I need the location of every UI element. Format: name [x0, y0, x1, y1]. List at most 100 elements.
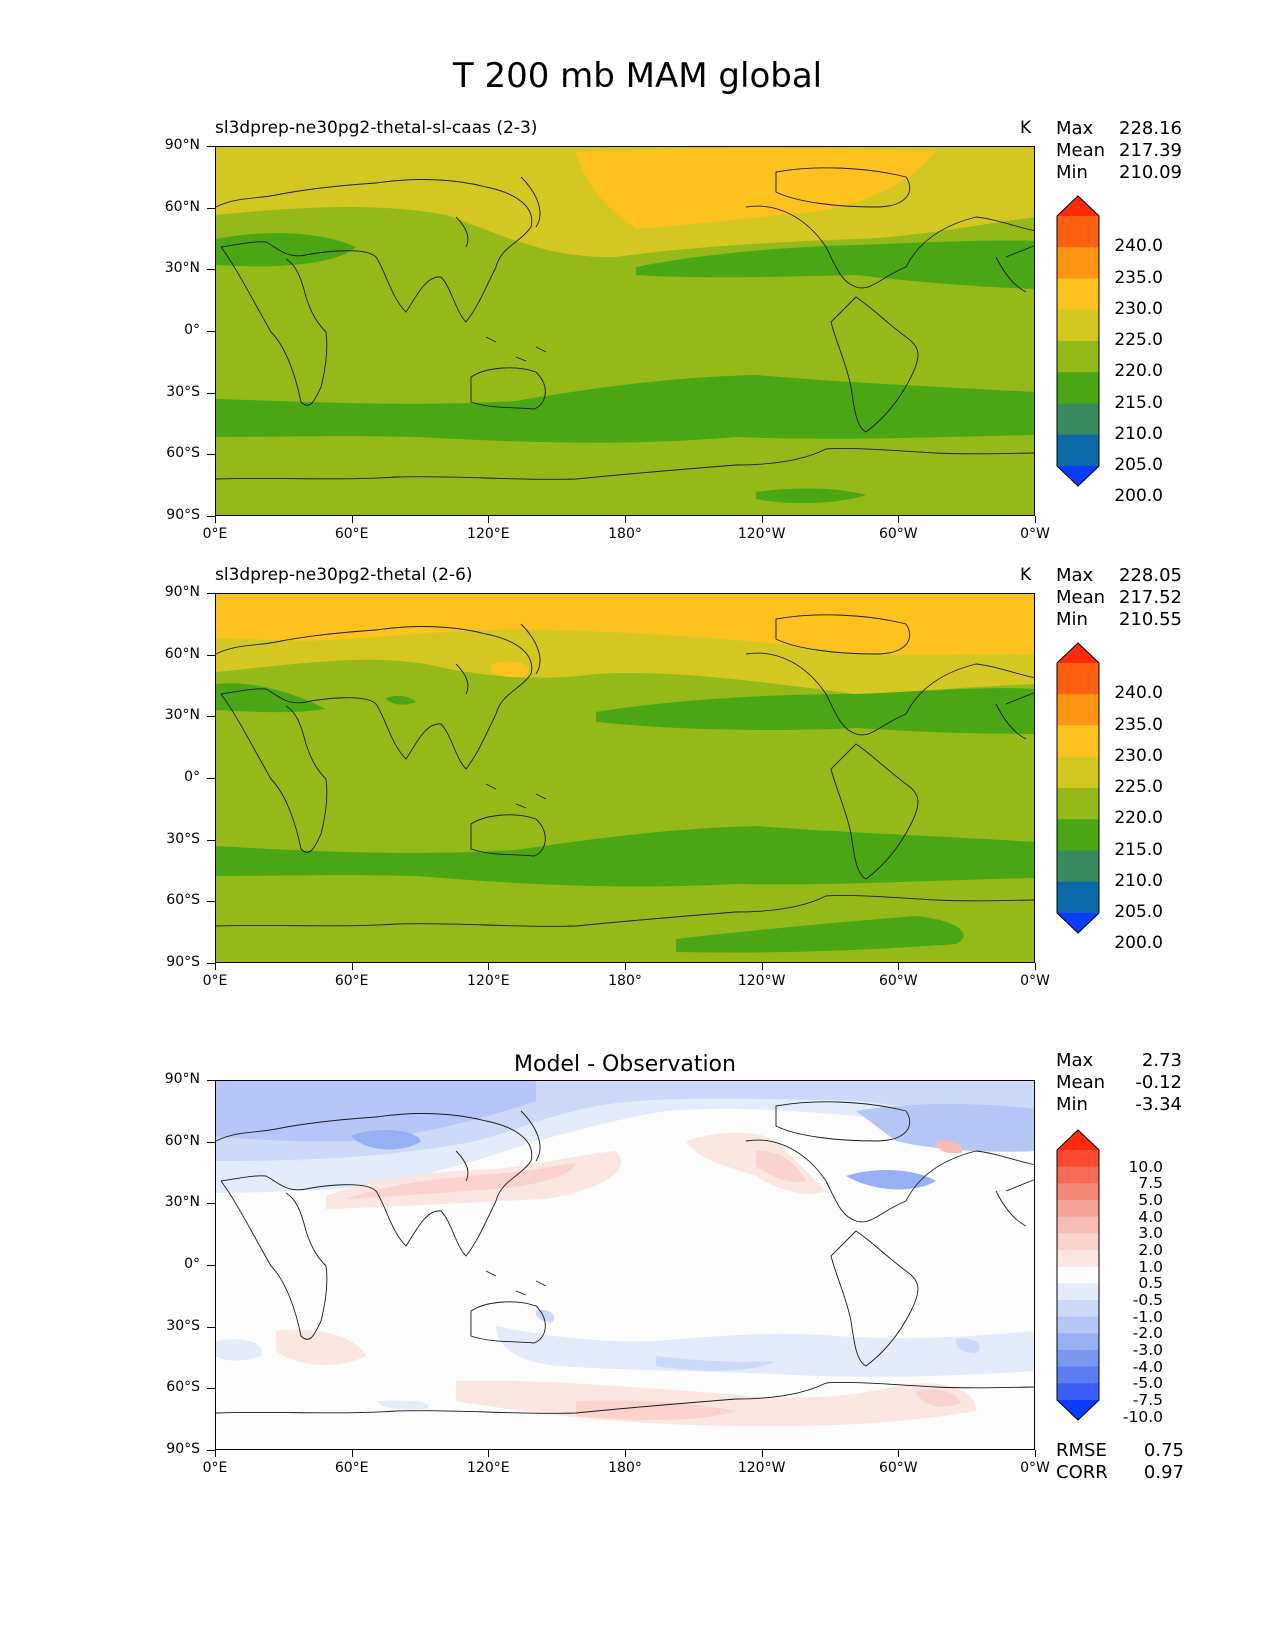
colorbar-label: -4.0: [1132, 1357, 1163, 1376]
x-tick-mark: [351, 963, 353, 970]
min-value: 210.55: [1119, 609, 1182, 630]
mean-value: -0.12: [1135, 1072, 1182, 1093]
y-tick-label: 90°S: [166, 507, 200, 523]
y-tick-mark: [207, 1141, 215, 1143]
mean-value: 217.39: [1119, 140, 1182, 161]
colorbar-segment: [1057, 725, 1099, 758]
x-tick-mark: [215, 963, 216, 970]
y-tick-label: 30°N: [164, 707, 200, 724]
x-tick-mark: [215, 516, 216, 523]
y-tick-mark: [207, 778, 215, 779]
colorbar-segment: [1057, 819, 1099, 851]
y-tick-label: 30°S: [166, 383, 200, 400]
panel-title: sl3dprep-ne30pg2-thetal-sl-caas (2-3): [215, 118, 538, 138]
colorbar-label: -10.0: [1122, 1407, 1163, 1426]
y-tick-label: 90°N: [164, 584, 200, 600]
colorbar-segment: [1057, 1300, 1099, 1318]
y-tick-mark: [207, 1388, 215, 1390]
y-tick-label: 0°: [184, 322, 200, 338]
x-tick-label: 60°W: [878, 526, 918, 542]
y-tick-mark: [207, 146, 215, 147]
units-label: K: [1020, 118, 1032, 138]
x-tick-mark: [625, 516, 626, 523]
colorbar-label: 5.0: [1138, 1191, 1163, 1209]
mean-label: Mean: [1056, 140, 1106, 161]
colorbar-segment: [1057, 434, 1099, 467]
y-tick-mark: [207, 963, 215, 964]
x-tick-label: 180°: [608, 973, 642, 989]
x-tick-label: 0°E: [202, 973, 228, 989]
x-tick-mark: [898, 1450, 900, 1457]
max-value: 228.05: [1119, 565, 1182, 586]
x-tick-mark: [625, 1450, 626, 1457]
colorbar-segment: [1057, 1216, 1099, 1234]
units-label: K: [1020, 565, 1032, 585]
colorbar-extend-max: [1057, 196, 1099, 216]
colorbar-segment: [1057, 341, 1099, 373]
x-tick-label: 0°W: [1020, 973, 1050, 989]
rmse-value: 0.75: [1143, 1440, 1184, 1461]
colorbar-segment: [1057, 403, 1099, 436]
colorbar-segment: [1057, 850, 1099, 883]
y-tick-mark: [207, 839, 215, 841]
panel-title: sl3dprep-ne30pg2-thetal (2-6): [215, 565, 473, 585]
rmse-label: RMSE: [1056, 1440, 1107, 1461]
max-label: Max: [1056, 118, 1094, 139]
map-plot: [215, 1080, 1035, 1450]
stats-box: Max 228.05 Mean 217.52 Min 210.55: [1056, 565, 1182, 631]
y-tick-label: 90°N: [164, 1071, 200, 1087]
colorbar: [1056, 195, 1100, 487]
x-tick-mark: [898, 963, 900, 970]
y-tick-mark: [207, 269, 215, 271]
colorbar-label: 235.0: [1114, 714, 1163, 735]
y-tick-label: 90°S: [166, 1441, 200, 1457]
panel-title: Model - Observation: [514, 1052, 736, 1077]
y-tick-mark: [207, 716, 215, 718]
colorbar-segment: [1057, 788, 1099, 820]
y-tick-label: 30°N: [164, 260, 200, 277]
mean-label: Mean: [1056, 587, 1106, 608]
colorbar-label: 7.5: [1138, 1174, 1163, 1193]
colorbar-label: -5.0: [1132, 1374, 1163, 1393]
y-tick-mark: [207, 654, 215, 656]
min-label: Min: [1056, 609, 1088, 630]
x-tick-label: 120°W: [737, 526, 786, 542]
x-tick-label: 120°W: [737, 1460, 786, 1476]
colorbar-label: 235.0: [1114, 267, 1163, 288]
x-tick-label: 120°W: [737, 973, 786, 989]
colorbar-segment: [1057, 1250, 1099, 1268]
colorbar-segment: [1057, 372, 1099, 404]
colorbar-label: 210.0: [1114, 423, 1163, 444]
colorbar-segment: [1057, 1383, 1099, 1401]
y-tick-mark: [207, 516, 215, 517]
colorbar-label: 225.0: [1114, 330, 1163, 350]
colorbar-extend-max: [1057, 643, 1099, 663]
stats-box: Max 228.16 Mean 217.39 Min 210.09: [1056, 118, 1182, 184]
y-tick-label: 30°S: [166, 1317, 200, 1334]
colorbar-label: 220.0: [1114, 361, 1163, 382]
colorbar-label: 215.0: [1114, 392, 1163, 413]
panel-difference: Model - Observation Max 2.73 Mean -0.12 Mi…: [0, 1050, 1275, 1492]
colorbar-segment: [1057, 1166, 1099, 1184]
colorbar-label: -1.0: [1132, 1307, 1163, 1326]
map-plot: [215, 146, 1035, 516]
x-tick-label: 60°W: [878, 1460, 918, 1476]
figure-title: T 200 mb MAM global: [452, 56, 823, 96]
y-tick-label: 90°S: [166, 954, 200, 970]
y-tick-label: 60°S: [166, 892, 200, 909]
y-tick-label: 30°N: [164, 1194, 200, 1211]
y-tick-mark: [207, 1080, 215, 1081]
colorbar-segment: [1057, 1183, 1099, 1201]
colorbar-label: 200.0: [1114, 486, 1163, 507]
y-tick-mark: [207, 454, 215, 456]
y-tick-label: 60°S: [166, 1379, 200, 1396]
colorbar-segment: [1057, 694, 1099, 726]
colorbar-label: -2.0: [1132, 1324, 1163, 1343]
y-tick-label: 0°: [184, 1256, 200, 1272]
y-tick-mark: [207, 1203, 215, 1205]
colorbar-label: 240.0: [1114, 236, 1163, 257]
x-tick-label: 0°E: [202, 1460, 228, 1476]
panel-model-1: sl3dprep-ne30pg2-thetal-sl-caas (2-3) K …: [0, 118, 1275, 558]
colorbar-segment: [1057, 309, 1099, 342]
colorbar-label: 4.0: [1138, 1207, 1163, 1226]
